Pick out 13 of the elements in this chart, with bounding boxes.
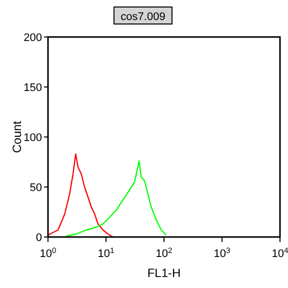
- y-tick-label: 150: [24, 82, 42, 94]
- y-axis-title: Count: [10, 120, 24, 154]
- x-axis-title: FL1-H: [147, 266, 181, 280]
- x-tick-label: 10$^{1}$: [98, 246, 114, 260]
- chart-title: cos7.009: [120, 11, 166, 23]
- x-tick-label: 10$^{4}$: [272, 246, 288, 260]
- y-tick-label: 100: [24, 132, 42, 144]
- x-tick-label: 10$^{2}$: [156, 246, 172, 260]
- x-tick-label: 10$^{0}$: [40, 246, 56, 260]
- y-tick-label: 50: [30, 182, 42, 194]
- y-tick-label: 200: [24, 32, 42, 44]
- y-tick-label: 0: [36, 232, 42, 244]
- x-tick-label: 10$^{3}$: [214, 246, 230, 260]
